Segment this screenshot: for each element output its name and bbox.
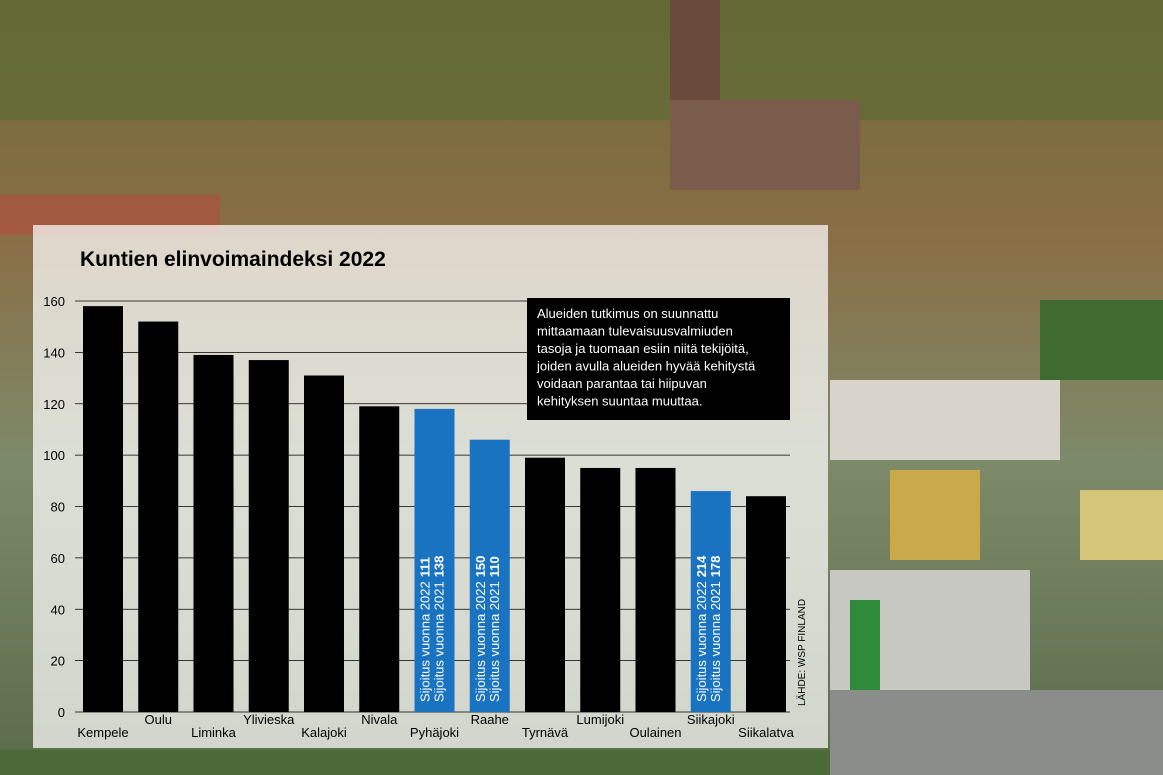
rank-value: 110 [487,556,502,577]
y-tick-label: 140 [43,345,65,360]
x-tick-label: Oulu [145,712,172,727]
bar [635,467,676,712]
plot: 0 20 40 60 80 100 120 140 160 Kempele Oulu Liminka Y… [43,294,794,740]
chart-title: Kuntien elinvoimaindeksi 2022 [80,248,386,271]
annotation-box [527,298,790,420]
bar-rank-text: Sijoitus vuonna 2021 178 [708,556,723,702]
x-tick-label: Ylivieska [243,712,295,727]
bar [690,491,731,712]
rank-label: Sijoitus vuonna 2021 [487,581,502,702]
rank-value: 111 [418,557,433,577]
x-tick-label: Siikajoki [687,712,735,727]
bar [248,360,289,712]
x-tick-label: Oulainen [629,725,681,740]
x-tick-label: Nivala [361,712,398,727]
y-tick-label: 80 [51,500,65,515]
bar [414,408,455,712]
annotation-line: mittaamaan tulevaisuusvalmiuden [537,324,733,339]
rank-value: 138 [432,556,447,578]
x-tick-label: Kalajoki [301,725,347,740]
bar-rank-text: Sijoitus vuonna 2022 214 [694,555,709,702]
x-tick-label: Raahe [471,712,509,727]
x-tick-label: Siikalatva [738,725,794,740]
source: LÄHDE: WSP FINLAND [796,599,808,706]
y-tick-label: 60 [51,551,65,566]
rank-value: 214 [694,555,709,577]
y-tick-label: 0 [58,705,65,720]
x-tick-label: Lumijoki [576,712,624,727]
annotation-line: voidaan parantaa tai hiipuvan [537,376,707,391]
bar [469,439,510,712]
rank-value: 150 [473,556,488,578]
bar [138,321,179,712]
bar [359,406,400,712]
bar [580,467,621,712]
bar [304,375,344,712]
bar-rank-text: Sijoitus vuonna 2021 138 [432,556,447,702]
annotation-line: kehityksen suuntaa muuttaa. [537,394,703,409]
bar [83,306,123,712]
annotation-line: tasoja ja tuomaan esiin niitä tekijöitä, [537,341,749,356]
y-tick-label: 100 [43,448,65,463]
bar [746,496,786,712]
bar [193,354,234,712]
y-tick-label: 40 [51,602,65,617]
x-tick-label: Liminka [191,725,237,740]
y-tick-label: 120 [43,397,65,412]
rank-value: 178 [708,556,723,578]
y-tick-label: 20 [51,654,65,669]
y-tick-label: 160 [43,294,65,309]
annotation-line: joiden avulla alueiden hyvää kehitystä [536,359,756,374]
bar-rank-text: Sijoitus vuonna 2022 111 [418,557,433,702]
annotation-line: Alueiden tutkimus on suunnattu [537,306,718,321]
rank-label: Sijoitus vuonna 2021 [432,581,447,702]
rank-label: Sijoitus vuonna 2022 [694,581,709,702]
x-tick-label: Tyrnävä [522,725,569,740]
rank-label: Sijoitus vuonna 2022 [473,581,488,702]
bar-rank-text: Sijoitus vuonna 2021 110 [487,556,502,702]
x-tick-label: Pyhäjoki [410,725,459,740]
rank-label: Sijoitus vuonna 2021 [708,581,723,702]
bar-rank-text: Sijoitus vuonna 2022 150 [473,556,488,702]
x-tick-label: Kempele [77,725,128,740]
rank-label: Sijoitus vuonna 2022 [418,581,433,702]
bar [525,457,565,712]
